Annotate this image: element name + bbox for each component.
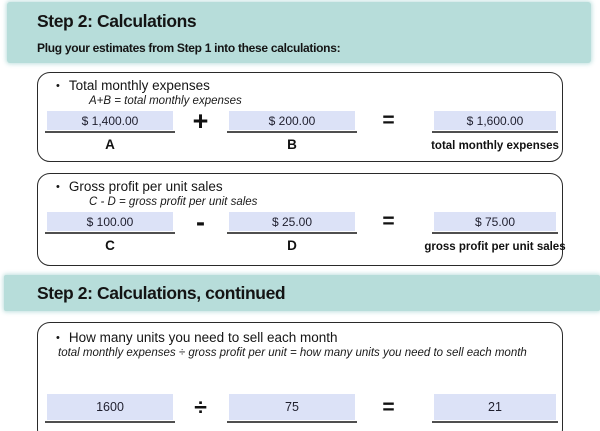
label-a: A — [105, 137, 115, 152]
calc-title-row: • Total monthly expenses — [56, 78, 210, 93]
field-b[interactable]: $ 200.00 — [227, 111, 357, 133]
calc-title: Total monthly expenses — [68, 78, 210, 93]
field-units-result-value[interactable]: 21 — [434, 394, 556, 420]
calc-title: Gross profit per unit sales — [68, 179, 223, 194]
field-a-value[interactable]: $ 1,400.00 — [47, 111, 173, 130]
bullet-icon: • — [56, 181, 60, 193]
bullet-icon: • — [56, 80, 60, 92]
label-d: D — [287, 238, 297, 253]
divide-operator: ÷ — [194, 394, 207, 420]
field-gross-profit[interactable]: $ 75.00 — [432, 212, 558, 234]
field-b-value[interactable]: $ 200.00 — [229, 111, 355, 130]
calc-formula: A+B = total monthly expenses — [89, 95, 242, 107]
equals-sign: = — [382, 109, 395, 132]
page-title-continued: Step 2: Calculations, continued — [37, 283, 286, 303]
equals-sign: = — [382, 210, 395, 233]
label-c: C — [105, 238, 115, 253]
label-total-monthly-expenses: total monthly expenses — [431, 140, 559, 152]
calc-box-units-to-sell: • How many units you need to sell each m… — [37, 322, 563, 431]
field-total-value[interactable]: $ 1,600.00 — [434, 111, 556, 130]
page-subtitle: Plug your estimates from Step 1 into the… — [37, 41, 341, 55]
field-a[interactable]: $ 1,400.00 — [45, 111, 175, 133]
step2-header-band: Step 2: Calculations Plug your estimates… — [7, 2, 591, 63]
plus-operator: + — [192, 105, 209, 136]
field-d[interactable]: $ 25.00 — [227, 212, 357, 234]
field-units-result[interactable]: 21 — [432, 394, 558, 423]
equals-sign: = — [382, 395, 395, 419]
field-d-value[interactable]: $ 25.00 — [229, 212, 355, 231]
page-title: Step 2: Calculations — [37, 11, 197, 31]
field-gross-profit-value[interactable]: $ 75.00 — [434, 212, 556, 231]
calc-title-row: • Gross profit per unit sales — [56, 179, 223, 194]
field-gross-profit-input[interactable]: 75 — [227, 394, 357, 423]
calc-title-row: • How many units you need to sell each m… — [56, 330, 338, 345]
label-b: B — [287, 137, 297, 152]
calc-box-gross-profit: • Gross profit per unit sales C - D = gr… — [37, 173, 566, 266]
minus-operator: - — [196, 206, 205, 237]
field-total-expenses-input-value[interactable]: 1600 — [47, 394, 173, 420]
field-c[interactable]: $ 100.00 — [45, 212, 175, 234]
step2-continued-header-band: Step 2: Calculations, continued — [4, 275, 600, 311]
field-gross-profit-input-value[interactable]: 75 — [229, 394, 355, 420]
bullet-icon: • — [56, 332, 60, 344]
calc-formula: total monthly expenses ÷ gross profit pe… — [58, 347, 527, 359]
calc-box-total-monthly-expenses: • Total monthly expenses A+B = total mon… — [37, 72, 563, 162]
field-total-monthly-expenses[interactable]: $ 1,600.00 — [432, 111, 558, 133]
calc-title: How many units you need to sell each mon… — [68, 330, 338, 345]
label-gross-profit-per-unit-sales: gross profit per unit sales — [424, 241, 566, 253]
field-total-expenses-input[interactable]: 1600 — [45, 394, 175, 423]
calc-formula: C - D = gross profit per unit sales — [89, 196, 258, 208]
field-c-value[interactable]: $ 100.00 — [47, 212, 173, 231]
